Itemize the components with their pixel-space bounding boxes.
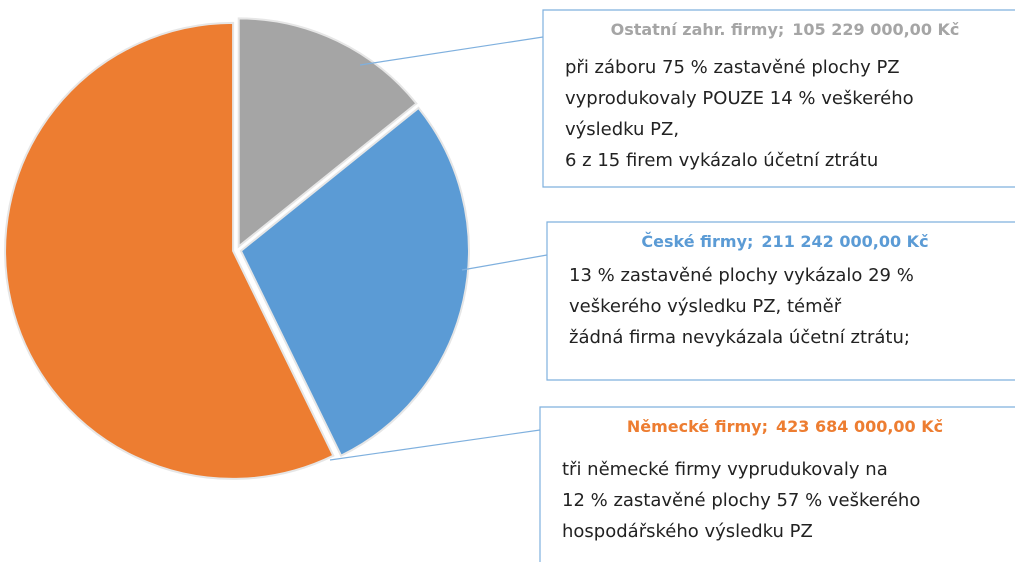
value-label: 105 229 000,00 Kč — [792, 20, 959, 39]
leader-line — [329, 429, 541, 461]
annotation: výsledku PZ, — [565, 119, 679, 140]
leader-line — [359, 36, 544, 66]
pie-slice — [239, 106, 470, 458]
data-label: Německé firmy; 423 684 000,00 Kč — [627, 417, 943, 436]
value-label: 423 684 000,00 Kč — [776, 417, 943, 436]
annotation: 13 % zastavěné plochy vykázalo 29 % — [569, 265, 914, 286]
leader-line — [461, 254, 548, 271]
data-label: České firmy; 211 242 000,00 Kč — [641, 232, 928, 251]
callout-box — [546, 221, 1015, 381]
value-label: 211 242 000,00 Kč — [761, 232, 928, 251]
annotation: 6 z 15 firem vykázalo účetní ztrátu — [565, 150, 878, 171]
category-label: Ostatní zahr. firmy; — [611, 20, 785, 39]
annotation: tři německé firmy vyprudukovaly na — [562, 459, 888, 480]
category-label: Německé firmy; — [627, 417, 768, 436]
annotation: vyprodukovaly POUZE 14 % veškerého — [565, 88, 914, 109]
callout-box — [539, 406, 1015, 562]
annotation: při záboru 75 % zastavěné plochy PZ — [565, 57, 900, 78]
annotation: 12 % zastavěné plochy 57 % veškerého — [562, 490, 920, 511]
annotation: žádná firma nevykázala účetní ztrátu; — [569, 327, 910, 348]
category-label: České firmy; — [641, 232, 753, 251]
data-label: Ostatní zahr. firmy; 105 229 000,00 Kč — [611, 20, 960, 39]
annotation: hospodářského výsledku PZ — [562, 521, 813, 542]
pie-slice — [237, 17, 418, 249]
pie-slice — [4, 21, 335, 480]
callout-box — [542, 9, 1015, 188]
annotation: veškerého výsledku PZ, téměř — [569, 296, 842, 317]
